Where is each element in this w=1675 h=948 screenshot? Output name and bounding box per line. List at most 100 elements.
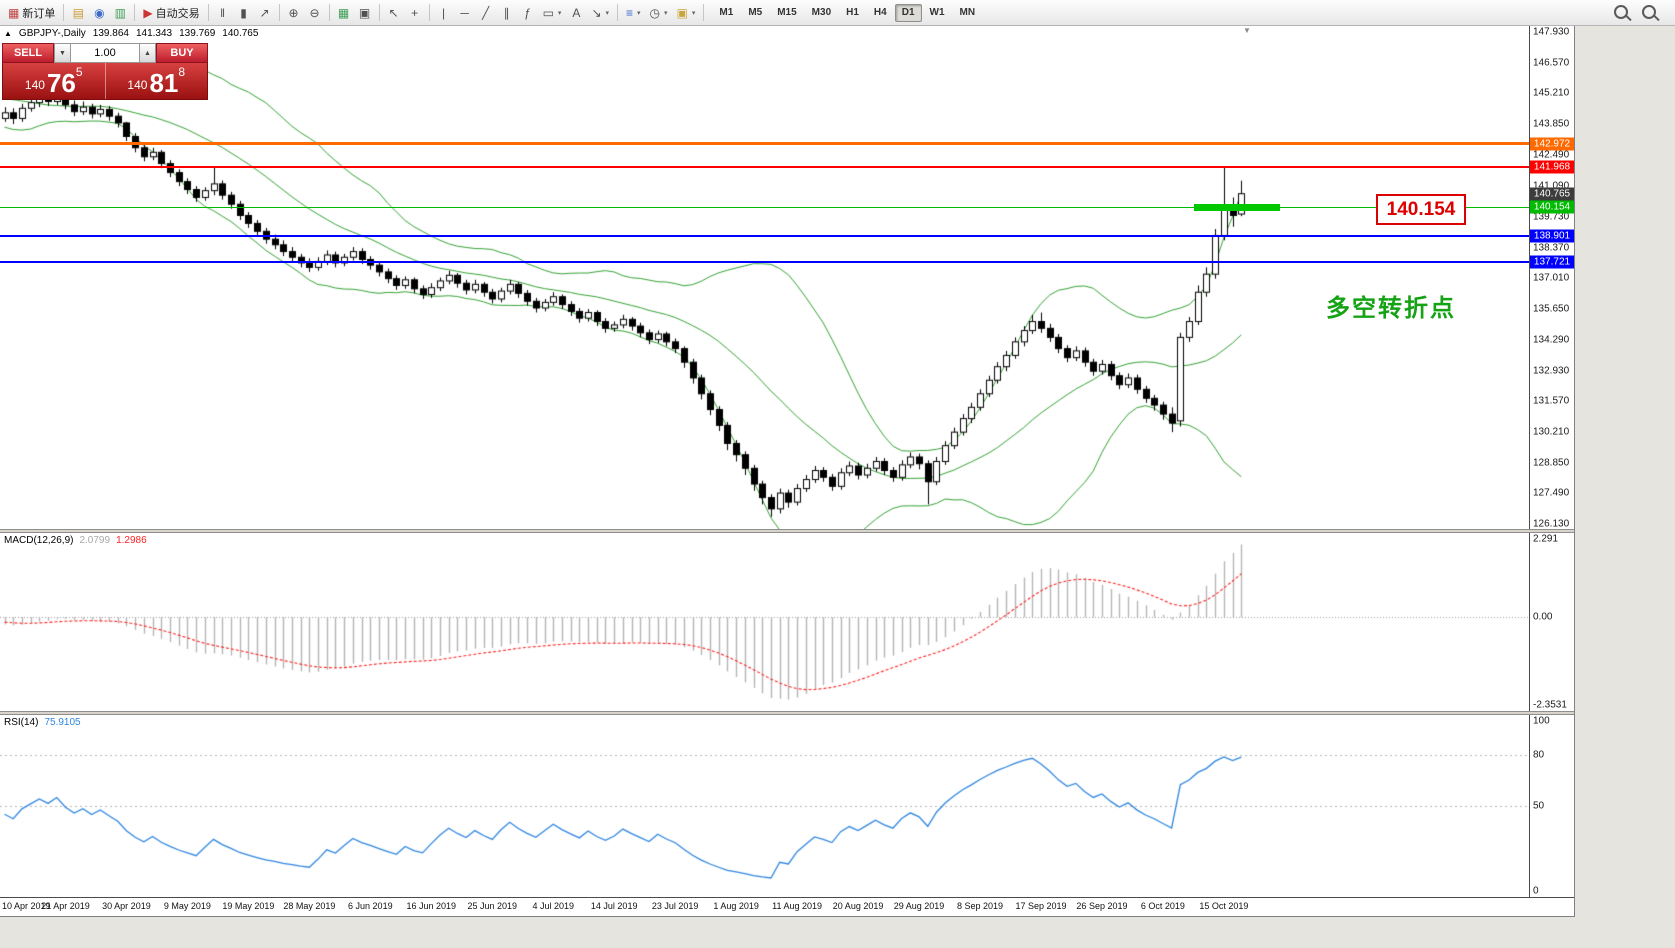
date-label: 19 May 2019	[222, 901, 275, 911]
pane-splitter[interactable]	[0, 529, 1574, 533]
rsi-scale-label: 80	[1533, 749, 1545, 761]
zoom-in-button[interactable]: ⊕	[284, 3, 304, 23]
chart-candles-button[interactable]: ▮	[234, 3, 254, 23]
rsi-value: 75.9105	[44, 717, 81, 728]
channel-button[interactable]: ∥	[497, 3, 517, 23]
macd-label: MACD(12,26,9)	[4, 535, 74, 546]
sell-price-big: 76	[46, 67, 76, 98]
chart-line-button[interactable]: ↗	[255, 3, 275, 23]
timeframe-d1-button[interactable]: D1	[894, 3, 922, 22]
timeframe-m1-button[interactable]: M1	[712, 4, 740, 22]
price-scale-label: 142.490	[1533, 149, 1570, 161]
pivot-highlight-segment[interactable]	[1194, 203, 1280, 211]
volume-increase-button[interactable]: ▲	[139, 43, 156, 63]
timeframe-m30-button[interactable]: M30	[805, 4, 838, 22]
zoom-out-button[interactable]: ⊖	[305, 3, 325, 23]
macd-chart[interactable]	[0, 533, 1529, 711]
time-axis[interactable]: 10 Apr 2019 21 Apr 2019 30 Apr 2019 9 May 2…	[0, 897, 1574, 916]
toolbar-separator	[63, 4, 65, 21]
resistance-line-141968[interactable]	[0, 165, 1529, 168]
date-label: 23 Jul 2019	[651, 901, 699, 911]
timeframe-h1-button[interactable]: H1	[839, 4, 866, 22]
timeframe-h4-button[interactable]: H4	[867, 4, 894, 22]
new-order-button[interactable]: ▦ 新订单	[4, 3, 59, 23]
date-label: 4 Jul 2019	[532, 901, 574, 911]
toolbar-separator	[328, 4, 330, 21]
vertical-line-button[interactable]: |	[434, 3, 454, 23]
price-scale-label: 146.570	[1533, 57, 1570, 69]
chart-line-icon: ↗	[259, 5, 270, 20]
chart-bars-button[interactable]: ‖	[213, 3, 233, 23]
sell-price-button[interactable]: 140 76 5	[3, 63, 105, 99]
support-line-137721[interactable]	[0, 261, 1529, 264]
buy-price-prefix: 140	[127, 77, 148, 92]
cursor-button[interactable]: ↖	[384, 3, 404, 23]
text-button[interactable]: A	[566, 3, 586, 23]
price-scale-label: 139.730	[1533, 211, 1570, 223]
volume-decrease-button[interactable]: ▼	[54, 43, 71, 63]
navigator-icon: ◉	[94, 5, 105, 20]
support-line-138901[interactable]	[0, 234, 1529, 237]
sell-button[interactable]: SELL	[2, 43, 54, 63]
price-scale[interactable]: 147.930 146.570 145.210 143.850 142.490 141.0…	[1529, 26, 1574, 530]
resistance-line-142972[interactable]	[0, 142, 1529, 146]
rsi-chart[interactable]	[0, 715, 1529, 897]
pane-splitter[interactable]	[0, 711, 1574, 715]
auto-arrange-icon: ▣	[358, 5, 371, 20]
toolbar-separator	[134, 4, 136, 21]
buy-button[interactable]: BUY	[156, 43, 208, 63]
macd-scale[interactable]: 2.291 0.00 -2.3531	[1529, 533, 1574, 711]
global-search-icon[interactable]	[1642, 4, 1656, 19]
periods-button[interactable]: ◷ ▾	[646, 3, 672, 23]
auto-arrange-button[interactable]: ▣	[355, 3, 375, 23]
search-icon[interactable]	[1614, 4, 1628, 19]
dropdown-arrow-icon: ▾	[691, 9, 696, 17]
fibonacci-button[interactable]: ƒ	[518, 3, 538, 23]
toolbar-separator	[703, 4, 705, 21]
resistance-line-142972-tag: 142.972	[1530, 137, 1574, 151]
rsi-scale-label: 100	[1533, 715, 1550, 727]
date-label: 30 Apr 2019	[102, 901, 151, 911]
crosshair-button[interactable]: +	[405, 3, 425, 23]
terminal-button[interactable]: ▥	[110, 3, 130, 23]
buy-price-button[interactable]: 140 81 8	[104, 63, 208, 99]
new-order-button-label: 新订单	[22, 7, 56, 20]
chart-bars-icon: ‖	[220, 5, 226, 20]
zoom-out-icon: ⊖	[309, 5, 320, 20]
timeframe-m5-button[interactable]: M5	[741, 4, 769, 22]
price-scale-label: 135.650	[1533, 303, 1570, 315]
market-watch-button[interactable]: ▤	[68, 3, 88, 23]
timeframe-m15-button[interactable]: M15	[770, 4, 803, 22]
indicators-button[interactable]: ≡ ▾	[622, 3, 645, 23]
pivot-annotation-text[interactable]: 多空转折点	[1326, 295, 1456, 322]
price-callout-label[interactable]: 140.154	[1376, 194, 1466, 225]
autotrade-button[interactable]: ▶ 自动交易	[139, 3, 203, 23]
price-scale-label: 134.290	[1533, 334, 1570, 346]
dropdown-arrow-icon: ▾	[637, 9, 641, 17]
date-label: 11 Aug 2019	[772, 901, 823, 911]
date-label: 14 Jul 2019	[590, 901, 638, 911]
chart-shift-marker-icon[interactable]: ▼	[1243, 26, 1251, 35]
cursor-icon: ↖	[388, 5, 399, 20]
market-watch-icon: ▤	[72, 5, 85, 20]
date-label: 21 Apr 2019	[41, 901, 90, 911]
navigator-button[interactable]: ◉	[89, 3, 109, 23]
shapes-button[interactable]: ▭ ▾	[539, 3, 566, 23]
pivot-line-140154[interactable]	[0, 206, 1529, 208]
dropdown-arrow-icon: ▾	[605, 9, 610, 17]
tile-windows-button[interactable]: ▦	[334, 3, 354, 23]
arrows-button[interactable]: ↘ ▾	[587, 3, 613, 23]
timeframe-w1-button[interactable]: W1	[923, 4, 952, 22]
date-label: 9 May 2019	[163, 901, 211, 911]
collapse-arrow-icon[interactable]: ▲	[4, 29, 12, 38]
toolbar-separator	[207, 4, 209, 21]
rsi-scale[interactable]: 100 80 50 0	[1529, 715, 1574, 897]
candlestick-chart[interactable]	[0, 26, 1529, 529]
volume-input[interactable]	[71, 43, 139, 63]
timeframe-mn-button[interactable]: MN	[953, 4, 983, 22]
ohlc-low: 139.769	[179, 28, 216, 39]
templates-button[interactable]: ▣ ▾	[673, 3, 700, 23]
horizontal-line-button[interactable]: ─	[455, 3, 475, 23]
trendline-button[interactable]: ╱	[476, 3, 496, 23]
price-scale-label: 143.850	[1533, 118, 1570, 130]
